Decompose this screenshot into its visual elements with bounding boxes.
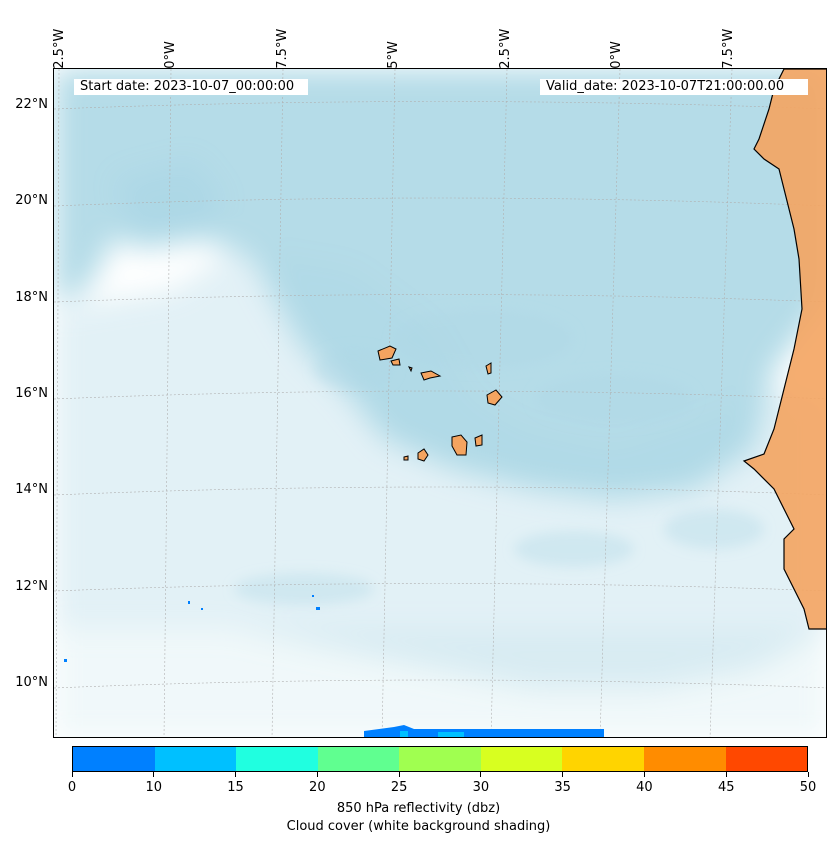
lat-label-18n: 18°N	[15, 290, 48, 305]
start-date-label: Start date: 2023-10-07_00:00:00	[74, 79, 308, 95]
lat-label-14n: 14°N	[15, 482, 48, 497]
colorbar-tick-mark	[480, 772, 482, 777]
colorbar-tick-label: 10	[145, 780, 163, 795]
colorbar-tick-mark	[643, 772, 645, 777]
lat-label-10n: 10°N	[15, 675, 48, 690]
colorbar-tick-mark	[398, 772, 400, 777]
colorbar-segment-0	[73, 747, 155, 771]
map-canvas	[54, 69, 826, 737]
colorbar-segment-5	[480, 747, 563, 771]
colorbar-tick-mark	[71, 772, 73, 777]
lat-label-20n: 20°N	[15, 193, 48, 208]
colorbar-tick-mark	[235, 772, 237, 777]
colorbar-tick-label: 25	[390, 780, 408, 795]
colorbar-tick-label: 45	[717, 780, 735, 795]
lat-label-16n: 16°N	[15, 386, 48, 401]
colorbar-segment-1	[154, 747, 237, 771]
colorbar-label: 850 hPa reflectivity (dbz)	[336, 801, 501, 816]
lat-label-22n: 22°N	[15, 97, 48, 112]
valid-date-label: Valid_date: 2023-10-07T21:00:00.00	[540, 79, 808, 95]
colorbar-segment-7	[643, 747, 726, 771]
colorbar-segment-6	[562, 747, 644, 771]
colorbar-sublabel: Cloud cover (white background shading)	[286, 819, 551, 834]
lat-label-12n: 12°N	[15, 579, 48, 594]
cape-verde-islands	[377, 345, 503, 462]
cloud-texture	[234, 309, 764, 605]
colorbar-tick-label: 35	[554, 780, 571, 795]
colorbar-tick-label: 15	[227, 780, 244, 795]
colorbar-tick-label: 30	[472, 780, 490, 795]
colorbar-segment-2	[236, 747, 318, 771]
colorbar-tick-label: 20	[309, 780, 326, 795]
colorbar-tick-label: 50	[799, 780, 817, 795]
colorbar-tick-mark	[153, 772, 155, 777]
colorbar-segment-8	[725, 747, 808, 771]
colorbar-segment-3	[317, 747, 400, 771]
colorbar-tick-mark	[807, 772, 809, 777]
map-panel[interactable]: Start date: 2023-10-07_00:00:00 Valid_da…	[53, 68, 827, 738]
colorbar-tick-label: 40	[636, 780, 653, 795]
colorbar-tick-mark	[316, 772, 318, 777]
reflectivity-patches	[64, 595, 604, 737]
colorbar-tick-mark	[562, 772, 564, 777]
africa-land	[742, 69, 826, 630]
reflectivity-colorbar	[72, 746, 808, 772]
colorbar-segment-4	[399, 747, 481, 771]
colorbar-tick-label: 0	[67, 780, 77, 795]
colorbar-tick-mark	[725, 772, 727, 777]
